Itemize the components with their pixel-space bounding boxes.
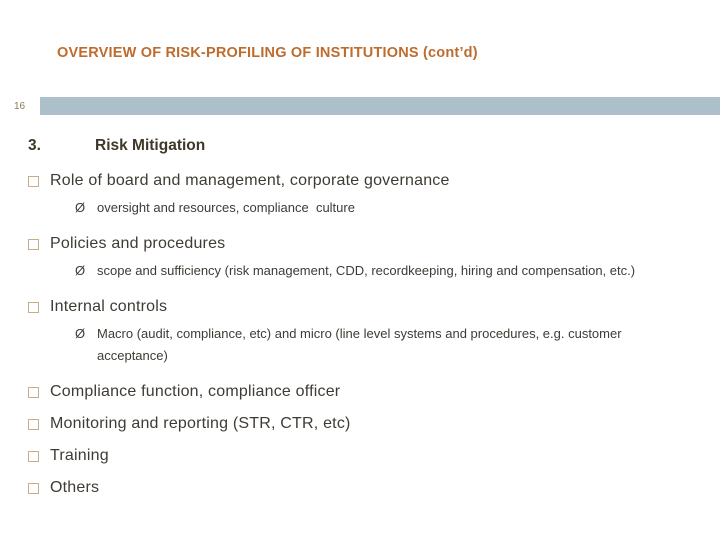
bullet-item: Training: [28, 446, 702, 466]
square-bullet-icon: [28, 419, 39, 430]
section-heading: 3. Risk Mitigation: [28, 136, 702, 156]
slide-title: OVERVIEW OF RISK-PROFILING OF INSTITUTIO…: [57, 45, 478, 61]
sub-bullet-text: Macro (audit, compliance, etc) and micro…: [97, 326, 626, 363]
arrow-bullet-icon: Ø: [75, 263, 86, 278]
section-title: Risk Mitigation: [95, 137, 206, 154]
slide-body: 3. Risk Mitigation Role of board and mana…: [28, 128, 702, 498]
sub-bullet-item: Ø oversight and resources, compliance cu…: [75, 197, 702, 219]
square-bullet-icon: [28, 239, 39, 250]
header-bar: [40, 97, 720, 115]
square-bullet-icon: [28, 302, 39, 313]
bullet-text: Compliance function, compliance officer: [50, 383, 341, 400]
bullet-text: Policies and procedures: [50, 235, 226, 252]
arrow-bullet-icon: Ø: [75, 200, 86, 215]
bullet-text: Role of board and management, corporate …: [50, 172, 450, 189]
header-band: 16: [0, 97, 720, 115]
sub-bullet-item: Ø Macro (audit, compliance, etc) and mic…: [75, 323, 702, 367]
bullet-text: Monitoring and reporting (STR, CTR, etc): [50, 415, 351, 432]
bullet-item: Monitoring and reporting (STR, CTR, etc): [28, 414, 702, 434]
bullet-text: Internal controls: [50, 298, 168, 315]
square-bullet-icon: [28, 387, 39, 398]
section-number: 3.: [28, 137, 41, 154]
bullet-item: Compliance function, compliance officer: [28, 382, 702, 402]
sub-bullet-text: oversight and resources, compliance cult…: [97, 200, 355, 215]
bullet-item: Role of board and management, corporate …: [28, 171, 702, 191]
bullet-item: Others: [28, 478, 702, 498]
arrow-bullet-icon: Ø: [75, 326, 86, 341]
sub-bullet-text: scope and sufficiency (risk management, …: [97, 263, 636, 278]
bullet-item: Internal controls: [28, 297, 702, 317]
square-bullet-icon: [28, 176, 39, 187]
page-number: 16: [14, 100, 26, 112]
square-bullet-icon: [28, 483, 39, 494]
sub-bullet-item: Ø scope and sufficiency (risk management…: [75, 260, 702, 282]
bullet-text: Training: [50, 447, 109, 464]
square-bullet-icon: [28, 451, 39, 462]
bullet-text: Others: [50, 479, 100, 496]
bullet-item: Policies and procedures: [28, 234, 702, 254]
